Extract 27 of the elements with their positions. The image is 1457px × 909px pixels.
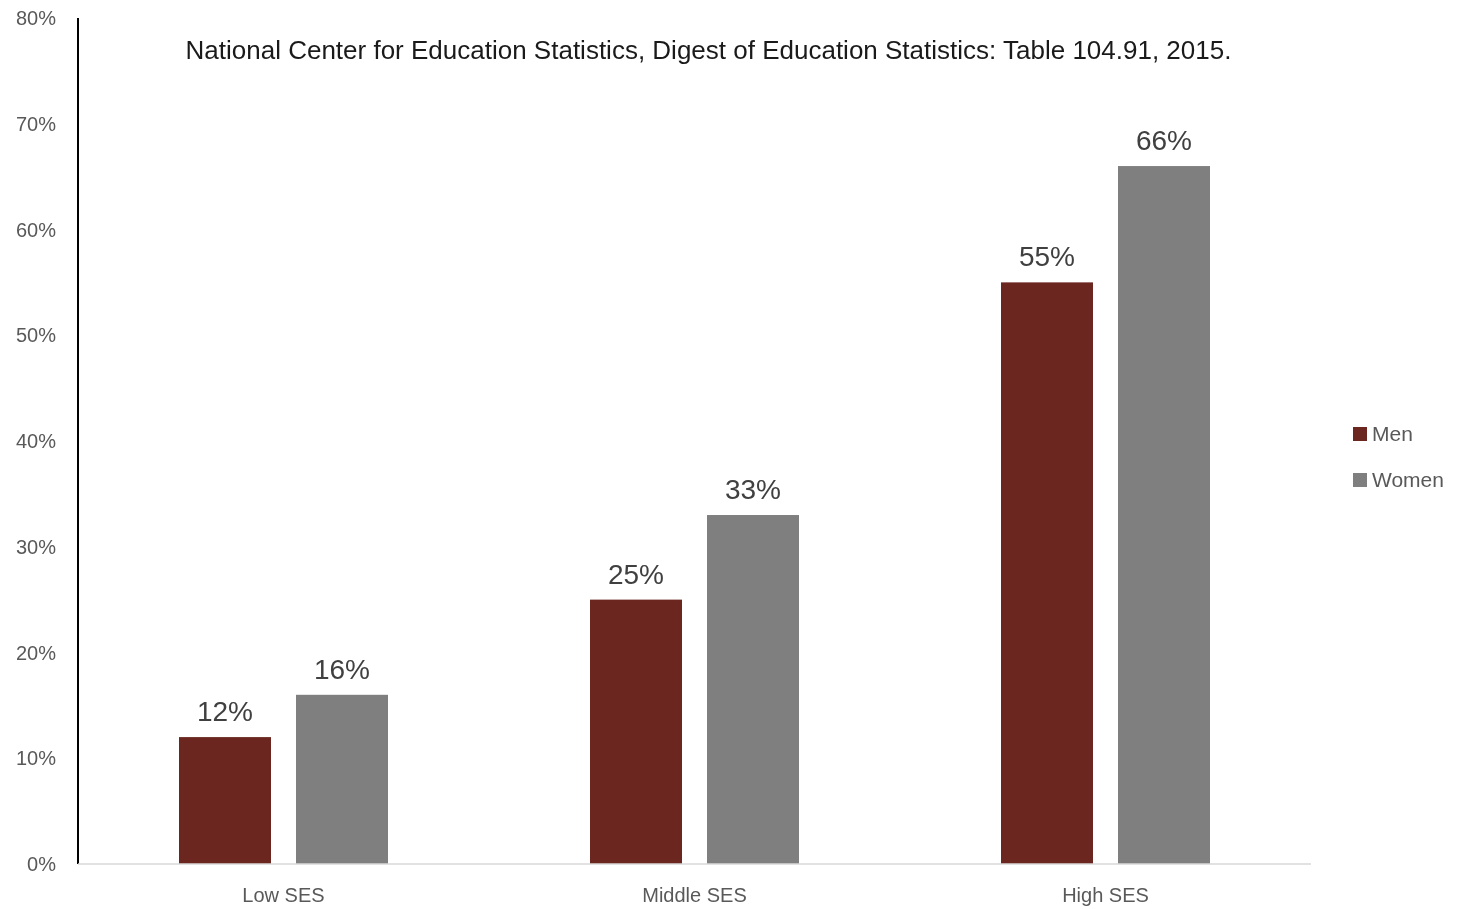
data-label: 12% — [196, 696, 254, 728]
y-tick-label: 60% — [15, 218, 57, 241]
bar — [296, 694, 388, 864]
y-tick-label: 50% — [15, 324, 57, 347]
y-tick-label: 0% — [27, 853, 57, 875]
data-label: 16% — [313, 653, 371, 685]
x-tick-label: High SES — [1062, 884, 1149, 906]
y-tick-label: 70% — [15, 112, 57, 135]
y-tick-label: 30% — [15, 535, 57, 558]
bar — [179, 737, 271, 864]
bar — [707, 515, 799, 864]
y-tick-label: 40% — [15, 430, 57, 452]
data-label: 25% — [607, 558, 665, 590]
data-label: 55% — [1018, 241, 1076, 273]
x-tick-label: Low SES — [242, 884, 325, 906]
y-tick-label: 20% — [15, 641, 57, 664]
y-tick-label: 10% — [15, 747, 57, 770]
data-label: 33% — [724, 474, 782, 506]
text: National Center for Education Statistics, Digest of Education Statistics: Table 104.91, 2015. — [185, 35, 1232, 65]
legend-label: Women — [1372, 468, 1444, 492]
data-label: 66% — [1135, 125, 1193, 157]
x-tick-label: Middle SES — [642, 884, 747, 906]
legend-label: Men — [1372, 422, 1413, 446]
bar — [590, 599, 682, 864]
y-tick-label: 80% — [15, 7, 57, 29]
bar — [1001, 282, 1093, 864]
bar — [1118, 166, 1210, 864]
